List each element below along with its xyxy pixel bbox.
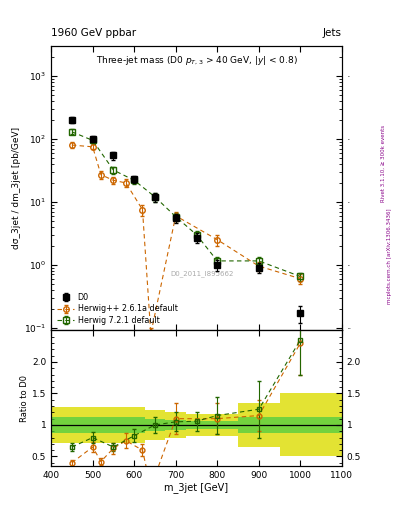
Text: 1960 GeV ppbar: 1960 GeV ppbar bbox=[51, 28, 136, 38]
Text: D0_2011_I895662: D0_2011_I895662 bbox=[171, 270, 234, 277]
X-axis label: m_3jet [GeV]: m_3jet [GeV] bbox=[164, 482, 229, 494]
Text: Three-jet mass (D0 $p_{T,3}$ > 40 GeV, $|y|$ < 0.8): Three-jet mass (D0 $p_{T,3}$ > 40 GeV, $… bbox=[95, 55, 298, 68]
Y-axis label: dσ_3jet / dm_3jet [pb/GeV]: dσ_3jet / dm_3jet [pb/GeV] bbox=[12, 127, 21, 249]
Text: Rivet 3.1.10, ≥ 300k events: Rivet 3.1.10, ≥ 300k events bbox=[381, 125, 386, 202]
Legend: D0, Herwig++ 2.6.1a default, Herwig 7.2.1 default: D0, Herwig++ 2.6.1a default, Herwig 7.2.… bbox=[55, 291, 179, 327]
Text: mcplots.cern.ch [arXiv:1306.3436]: mcplots.cern.ch [arXiv:1306.3436] bbox=[387, 208, 391, 304]
Y-axis label: Ratio to D0: Ratio to D0 bbox=[20, 375, 29, 422]
Text: Jets: Jets bbox=[323, 28, 342, 38]
